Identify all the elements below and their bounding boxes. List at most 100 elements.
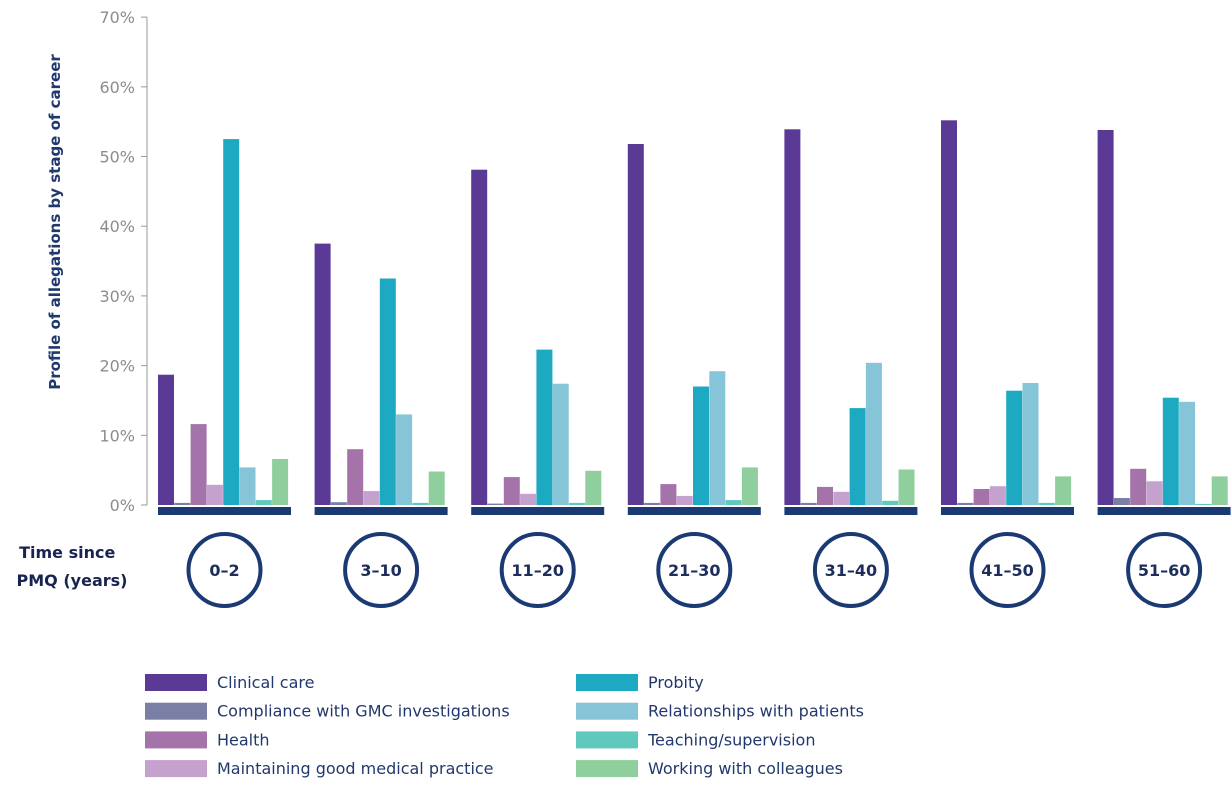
x-axis-label-line-2: PMQ (years) (17, 571, 128, 590)
bar (536, 349, 553, 505)
bar (627, 144, 644, 505)
bar (396, 414, 413, 505)
category-circle (186, 532, 263, 608)
bar (1097, 130, 1114, 505)
legend: Clinical care Compliance with GMC investi… (145, 673, 864, 778)
bar (428, 471, 445, 505)
bar (520, 493, 537, 505)
bar (239, 467, 256, 505)
legend-swatch (576, 702, 638, 720)
bar (552, 383, 569, 505)
category-markers: 0–2 3–10 11–20 21–30 31–40 41–50 51–60 (158, 507, 1231, 608)
bar (882, 500, 899, 505)
bar (255, 500, 272, 505)
category-circle (343, 532, 420, 608)
y-axis-label: Profile of allegations by stage of caree… (46, 54, 64, 390)
bar (1179, 401, 1196, 505)
bar (158, 374, 174, 505)
bar (1162, 397, 1179, 505)
bar (1130, 468, 1147, 505)
bars (158, 120, 1228, 506)
category-label: 51–60 (1138, 561, 1191, 580)
legend-label: Maintaining good medical practice (217, 759, 494, 778)
y-axis: 0% 10% 20% 30% 40% 50% 60% 70% (99, 8, 148, 515)
y-tick-label: 10% (99, 426, 135, 445)
category-baseline (158, 507, 291, 515)
bar (1195, 504, 1212, 505)
y-tick-label: 60% (99, 78, 135, 97)
category-label: 21–30 (668, 561, 721, 580)
bar (487, 503, 504, 505)
bar (314, 243, 331, 505)
legend-label: Teaching/supervision (647, 730, 815, 749)
bar (957, 502, 974, 505)
legend-swatch (576, 731, 638, 749)
category-label: 0–2 (209, 561, 239, 580)
bar (190, 424, 207, 505)
bar (817, 486, 833, 505)
bar (989, 486, 1006, 505)
legend-label: Working with colleagues (648, 759, 843, 778)
legend-swatch (145, 731, 207, 749)
bar (272, 459, 289, 505)
bar (1038, 502, 1055, 505)
legend-swatch (145, 702, 207, 720)
y-tick-label: 30% (99, 287, 135, 306)
bar (693, 386, 709, 505)
bar (585, 470, 602, 505)
x-axis-label: Time since PMQ (years) (17, 543, 128, 590)
y-tick-label: 20% (99, 357, 135, 376)
legend-label: Probity (648, 673, 704, 692)
legend-swatch (576, 674, 638, 691)
bar (1006, 390, 1023, 505)
bar (379, 278, 396, 505)
bar (363, 491, 380, 505)
bar (865, 362, 882, 505)
bar (1113, 498, 1130, 505)
category-circle (656, 532, 733, 608)
bar (660, 484, 677, 505)
category-circle (1126, 532, 1203, 608)
bar (569, 502, 585, 505)
bar (898, 469, 915, 505)
category-label: 3–10 (360, 561, 401, 580)
bar (412, 502, 429, 505)
bar (1055, 476, 1072, 505)
x-axis-label-line-1: Time since (19, 543, 115, 562)
bar (174, 502, 191, 505)
category-baseline (314, 507, 448, 515)
bar (800, 502, 817, 505)
legend-swatch (145, 760, 207, 778)
legend-label: Clinical care (217, 673, 314, 692)
y-tick-label: 50% (99, 148, 135, 167)
category-baseline (471, 507, 605, 515)
category-circle (969, 532, 1046, 608)
category-circle (812, 532, 889, 608)
bar (741, 467, 758, 505)
category-baseline (941, 507, 1074, 515)
bar (503, 477, 520, 505)
bar (725, 500, 742, 505)
legend-swatch (145, 674, 207, 691)
bar (709, 371, 726, 505)
category-label: 41–50 (981, 561, 1034, 580)
legend-swatch (576, 760, 638, 778)
category-baseline (784, 507, 918, 515)
bar (784, 129, 801, 506)
bar (471, 169, 488, 505)
bar (676, 495, 693, 505)
bar (644, 502, 661, 505)
bar (849, 408, 866, 505)
category-label: 11–20 (511, 561, 564, 580)
bar (973, 489, 990, 505)
bar (941, 120, 957, 506)
bar (833, 491, 850, 505)
bar (1022, 383, 1039, 505)
y-tick-label: 70% (99, 8, 135, 27)
category-baseline (1097, 507, 1231, 515)
bar (330, 502, 347, 505)
bar (223, 139, 240, 505)
bar (206, 484, 223, 505)
y-tick-label: 0% (110, 496, 135, 515)
